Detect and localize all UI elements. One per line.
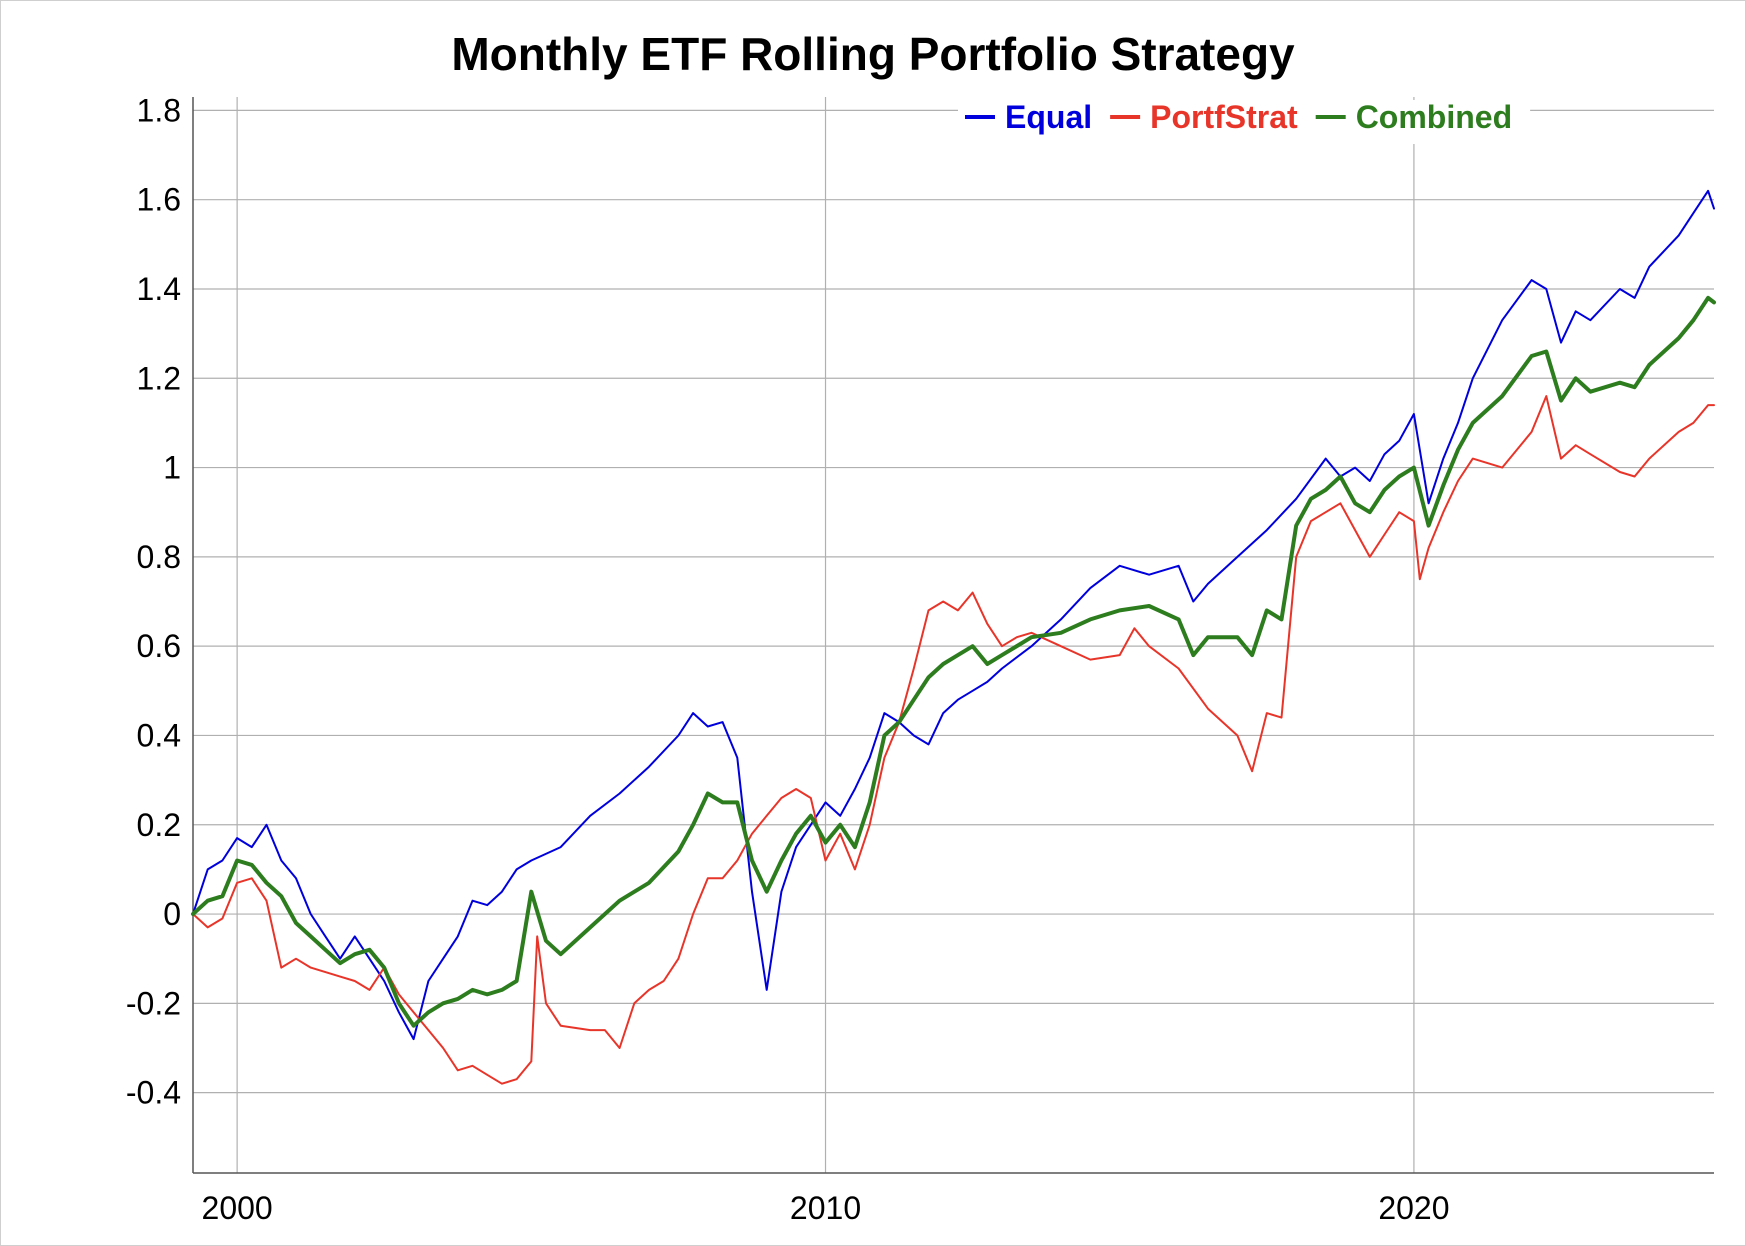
axes (192, 97, 1714, 1174)
y-tick-label: 0.2 (137, 807, 181, 843)
chart-title: Monthly ETF Rolling Portfolio Strategy (451, 28, 1295, 80)
x-tick-label: 2020 (1378, 1190, 1449, 1226)
legend-label-portfstrat: PortfStrat (1150, 99, 1298, 135)
legend-background (958, 100, 1531, 144)
y-tick-label: 0.6 (137, 628, 181, 664)
y-tick-label: 1.2 (137, 360, 181, 396)
legend-label-combined: Combined (1356, 99, 1512, 135)
y-tick-label: 0 (163, 896, 181, 932)
legend-label-equal: Equal (1005, 99, 1092, 135)
legend: Equal PortfStrat Combined (958, 99, 1531, 144)
y-tick-label: 1.8 (137, 92, 181, 128)
x-tick-label: 2010 (790, 1190, 861, 1226)
y-tick-label: -0.4 (126, 1075, 181, 1111)
tick-labels: -0.4 -0.2 0 0.2 0.4 0.6 0.8 1 1.2 1.4 1.6 1.8 2000 20… (126, 92, 1450, 1226)
x-tick-label: 2000 (202, 1190, 273, 1226)
series-line-equal (192, 189, 1715, 1041)
y-tick-label: -0.2 (126, 985, 181, 1021)
y-tick-label: 0.4 (137, 717, 181, 753)
y-tick-label: 0.8 (137, 539, 181, 575)
series-lines (191, 189, 1716, 1085)
y-tick-label: 1.4 (137, 271, 181, 307)
gridlines (193, 97, 1714, 1173)
y-tick-label: 1.6 (137, 182, 181, 218)
y-tick-label: 1 (163, 450, 181, 486)
series-line-portfstrat (192, 395, 1715, 1085)
series-line-combined (191, 295, 1716, 1028)
